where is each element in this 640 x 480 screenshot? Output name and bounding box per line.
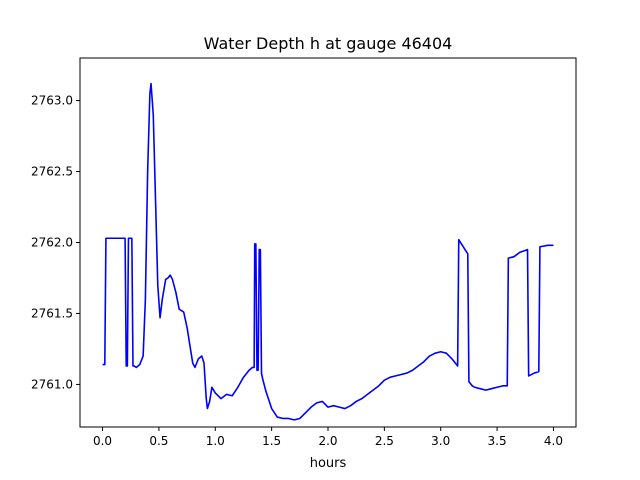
x-tick-label: 2.0: [318, 434, 337, 448]
y-tick-label: 2761.0: [31, 377, 73, 391]
x-axis-label: hours: [310, 456, 347, 471]
y-tick-label: 2762.5: [31, 165, 73, 179]
y-tick-label: 2763.0: [31, 94, 73, 108]
y-tick-label: 2761.5: [31, 306, 73, 320]
x-tick-label: 1.0: [206, 434, 225, 448]
x-tick-label: 4.0: [544, 434, 563, 448]
chart-title: Water Depth h at gauge 46404: [204, 34, 453, 53]
x-axis-ticks: 0.0 0.5 1.0 1.5 2.0 2.5 3.0 3.5 4.0: [93, 427, 563, 448]
x-tick-label: 3.5: [488, 434, 507, 448]
x-tick-label: 2.5: [375, 434, 394, 448]
series-line-0: [102, 82, 554, 421]
x-tick-label: 0.5: [149, 434, 168, 448]
plot-layer: [102, 82, 554, 421]
y-axis-ticks: 2761.0 2761.5 2762.0 2762.5 2763.0: [31, 94, 80, 391]
x-tick-label: 1.5: [262, 434, 281, 448]
x-tick-label: 3.0: [431, 434, 450, 448]
x-tick-label: 0.0: [93, 434, 112, 448]
y-tick-label: 2762.0: [31, 236, 73, 250]
axes-frame: [79, 57, 577, 428]
